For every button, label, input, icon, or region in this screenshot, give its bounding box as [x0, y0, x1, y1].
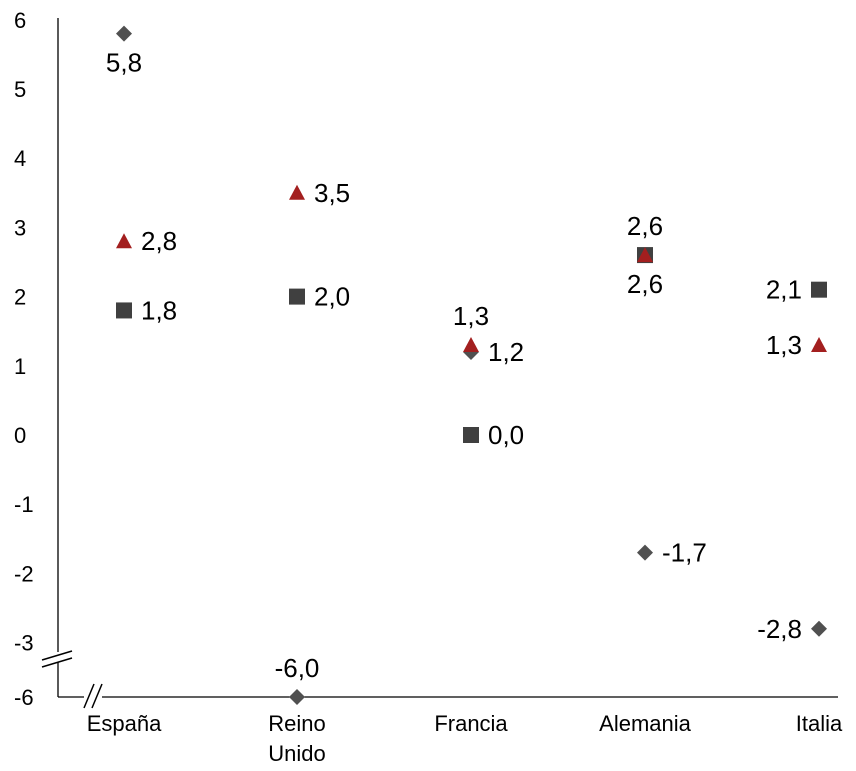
category-labels: España Reino Unido Francia Alemania Italia	[87, 711, 843, 766]
triangle-marker	[463, 337, 479, 353]
square-marker	[116, 302, 132, 319]
diamond-marker	[811, 620, 827, 637]
y-tick-label: -6	[14, 685, 34, 710]
diamond-marker	[289, 689, 305, 705]
y-tick-label: 1	[14, 354, 26, 379]
data-marks	[116, 25, 827, 705]
y-tick-label: -2	[14, 561, 34, 586]
data-label: 2,6	[627, 269, 663, 299]
square-marker	[289, 288, 305, 305]
y-axis-break-mark	[41, 657, 73, 668]
data-label: 3,5	[314, 178, 350, 208]
category-label: Alemania	[599, 711, 691, 736]
triangle-marker	[637, 247, 653, 263]
category-label: España	[87, 711, 162, 736]
y-tick-label: -3	[14, 631, 34, 656]
square-marker	[463, 427, 479, 443]
category-label: Unido	[268, 741, 325, 766]
y-tick-label: 2	[14, 285, 26, 310]
y-tick-label: 6	[14, 8, 26, 33]
y-tick-label: 0	[14, 423, 26, 448]
data-label: -6,0	[275, 653, 320, 683]
data-label: 1,3	[453, 301, 489, 331]
category-label: Italia	[796, 711, 843, 736]
data-label: -2,8	[757, 614, 802, 644]
y-tick-label: 4	[14, 146, 26, 171]
y-tick-label: 5	[14, 77, 26, 102]
data-label: 1,3	[766, 330, 802, 360]
data-label: 2,0	[314, 282, 350, 312]
data-label: -1,7	[662, 538, 707, 568]
x-axis-break-gap	[84, 685, 102, 709]
data-label: 0,0	[488, 420, 524, 450]
data-label: 2,8	[141, 226, 177, 256]
triangle-marker	[116, 233, 132, 249]
diamond-marker	[637, 544, 653, 561]
data-labels: 5,8 -6,0 1,2 -1,7 -2,8 1,8 2,0 0,0 2,6 2,1 2,8 3,5 1…	[106, 48, 802, 683]
square-marker	[811, 281, 827, 298]
data-label: 2,6	[627, 211, 663, 241]
data-label: 1,2	[488, 337, 524, 367]
data-label: 2,1	[766, 275, 802, 305]
y-axis-break-mark	[41, 650, 73, 661]
y-tick-label: -1	[14, 492, 34, 517]
y-tick-label: 3	[14, 215, 26, 240]
y-axis-break-gap	[40, 652, 76, 662]
category-label: Francia	[434, 711, 508, 736]
data-label: 1,8	[141, 295, 177, 325]
category-label: Reino	[268, 711, 325, 736]
diamond-marker	[116, 25, 132, 42]
axes	[40, 18, 838, 709]
y-tick-labels: 6 5 4 3 2 1 0 -1 -2 -3 -6	[14, 8, 34, 710]
triangle-marker	[289, 184, 305, 200]
data-label: 5,8	[106, 48, 142, 78]
x-axis-break-mark	[83, 683, 95, 709]
x-axis-break-mark	[91, 683, 103, 709]
triangle-marker	[811, 337, 827, 353]
